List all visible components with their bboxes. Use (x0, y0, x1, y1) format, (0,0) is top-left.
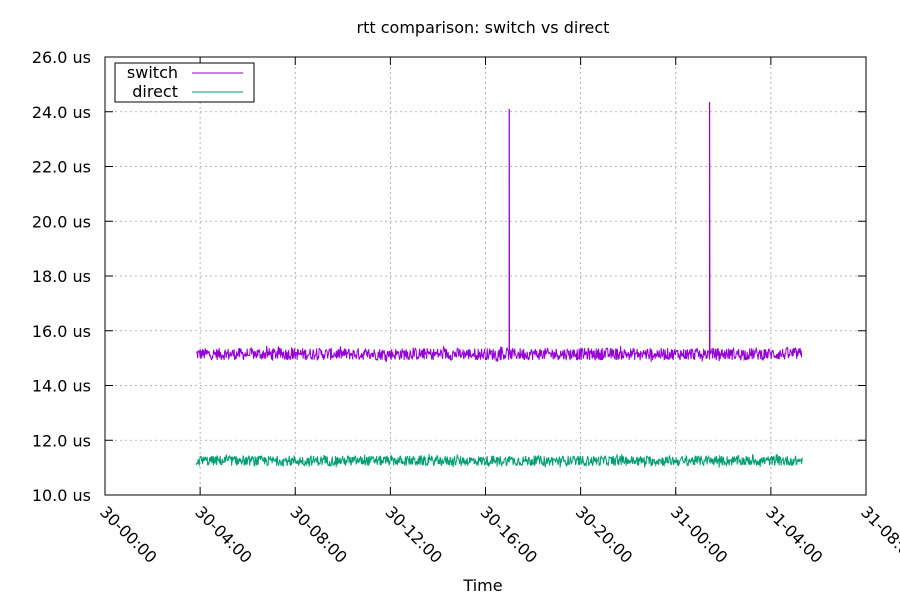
y-tick-label: 14.0 us (32, 377, 91, 396)
series-line-switch (195, 102, 803, 363)
x-tick-label: 30-12:00 (382, 502, 447, 567)
x-tick-label: 31-08:00 (857, 502, 900, 567)
y-tick-label: 16.0 us (32, 322, 91, 341)
y-tick-label: 22.0 us (32, 158, 91, 177)
legend-label-direct: direct (132, 82, 178, 101)
x-tick-label: 30-16:00 (477, 502, 542, 567)
series-switch (195, 102, 803, 363)
series-direct (195, 453, 803, 468)
grid-lines (105, 57, 866, 495)
chart-title: rtt comparison: switch vs direct (357, 18, 610, 37)
x-tick-label: 31-00:00 (667, 502, 732, 567)
y-tick-label: 24.0 us (32, 103, 91, 122)
y-tick-label: 10.0 us (32, 486, 91, 505)
axis-ticks: 10.0 us 12.0 us 14.0 us 16.0 us 18.0 us 20.0 … (32, 48, 900, 567)
legend-box (114, 62, 255, 103)
series-lines (195, 102, 803, 468)
y-tick-label: 26.0 us (32, 48, 91, 67)
y-tick-label: 18.0 us (32, 267, 91, 286)
series-line-direct (195, 453, 803, 468)
legend: switch direct (114, 62, 255, 103)
y-tick-label: 20.0 us (32, 212, 91, 231)
x-tick-label: 30-00:00 (96, 502, 161, 567)
x-axis-label: Time (462, 576, 502, 595)
legend-label-switch: switch (127, 63, 178, 82)
x-tick-label: 30-04:00 (191, 502, 256, 567)
x-tick-label: 30-20:00 (572, 502, 637, 567)
x-tick-label: 30-08:00 (286, 502, 351, 567)
y-tick-label: 12.0 us (32, 431, 91, 450)
x-tick-label: 31-04:00 (762, 502, 827, 567)
